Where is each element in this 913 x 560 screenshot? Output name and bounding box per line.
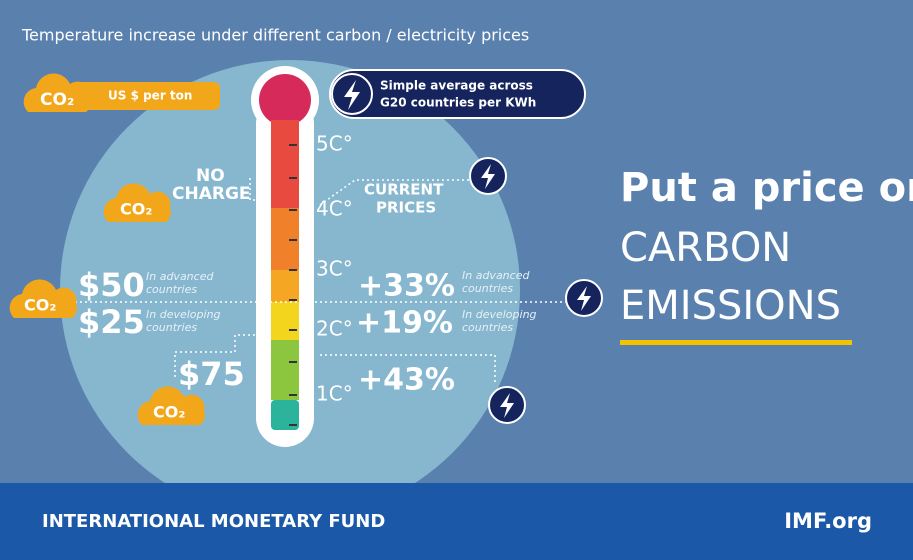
band-yellow (271, 302, 299, 340)
carbon-75: CO₂ $75 (137, 355, 245, 425)
headline: EMISSIONS (620, 283, 841, 329)
price-label: CHARGE (172, 184, 251, 204)
price: $50 (78, 266, 145, 304)
band-amber (271, 270, 299, 302)
legend-line: G20 countries per KWh (380, 96, 536, 110)
temp-label: 1C° (316, 382, 353, 406)
bolt (500, 393, 514, 418)
temp-label: 4C° (316, 197, 353, 221)
connector (174, 334, 496, 385)
temp-label: 2C° (316, 317, 353, 341)
price-change: +43% (358, 363, 455, 398)
temp-label: 5C° (316, 132, 353, 156)
price-note: countries (146, 283, 197, 296)
headline: Put a price on (620, 165, 913, 211)
price-note: In advanced (146, 270, 214, 283)
price-note: countries (462, 321, 513, 334)
electricity-43: +43% (358, 363, 526, 424)
footer (0, 483, 913, 560)
connector (249, 178, 470, 206)
co2-cloud (9, 279, 77, 318)
bulb (259, 74, 311, 126)
price-note: In developing (462, 308, 537, 321)
price-change: +19% (356, 306, 453, 341)
footer-site: IMF.org (784, 509, 872, 533)
price: $25 (78, 303, 145, 341)
price-label: NO (196, 166, 225, 186)
price-note: countries (462, 282, 513, 295)
price-note: In advanced (462, 269, 530, 282)
bolt (577, 286, 591, 311)
electricity-legend: Simple average across G20 countries per … (329, 69, 586, 119)
price-label: PRICES (376, 199, 436, 217)
co2-cloud (103, 183, 171, 222)
price-note: In developing (146, 308, 221, 321)
legend-label: US $ per ton (108, 89, 192, 103)
legend-line: Simple average across (380, 79, 533, 93)
carbon-50-25: CO₂ $50 In advanced countries $25 In dev… (9, 266, 221, 341)
band-teal (271, 400, 299, 430)
co2-cloud (23, 73, 91, 112)
bolt (344, 80, 360, 110)
carbon-legend: CO₂ US $ per ton (23, 73, 220, 112)
temp-label: 3C° (316, 257, 353, 281)
band-red (271, 120, 299, 208)
band-green (271, 340, 299, 400)
legend-pill (70, 82, 220, 110)
price-label: CURRENT (364, 181, 444, 199)
co2-cloud (137, 386, 205, 425)
electricity-current: CURRENT PRICES (364, 157, 507, 217)
co2-symbol: CO₂ (40, 90, 74, 110)
headline: CARBON (620, 225, 791, 271)
thermometer: 5C° 4C° 3C° 2C° 1C° (251, 66, 353, 447)
co2-symbol: CO₂ (24, 296, 56, 315)
carbon-no-charge: CO₂ NO CHARGE (103, 166, 251, 222)
headline-underline (620, 340, 852, 345)
title: Temperature increase under different car… (21, 26, 529, 45)
footer-org: INTERNATIONAL MONETARY FUND (42, 511, 385, 532)
co2-symbol: CO₂ (120, 200, 152, 219)
price-change: +33% (358, 269, 455, 304)
electricity-33-19: +33% In advanced countries +19% In devel… (356, 269, 603, 341)
co2-symbol: CO₂ (153, 403, 185, 422)
price: $75 (178, 355, 245, 393)
bolt (481, 164, 495, 189)
legend-pill (329, 69, 586, 119)
price-note: countries (146, 321, 197, 334)
